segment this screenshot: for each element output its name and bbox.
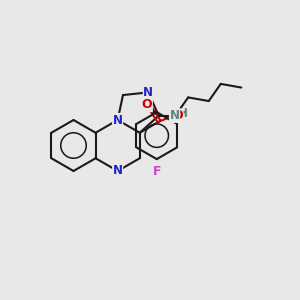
Text: N: N [169, 109, 179, 122]
Text: O: O [142, 98, 152, 112]
Text: H: H [179, 109, 188, 118]
Text: N: N [143, 86, 153, 99]
Text: O: O [172, 109, 183, 122]
Text: N: N [113, 164, 123, 178]
Text: F: F [152, 164, 161, 178]
Text: N: N [113, 113, 123, 127]
Text: H: H [179, 108, 188, 118]
